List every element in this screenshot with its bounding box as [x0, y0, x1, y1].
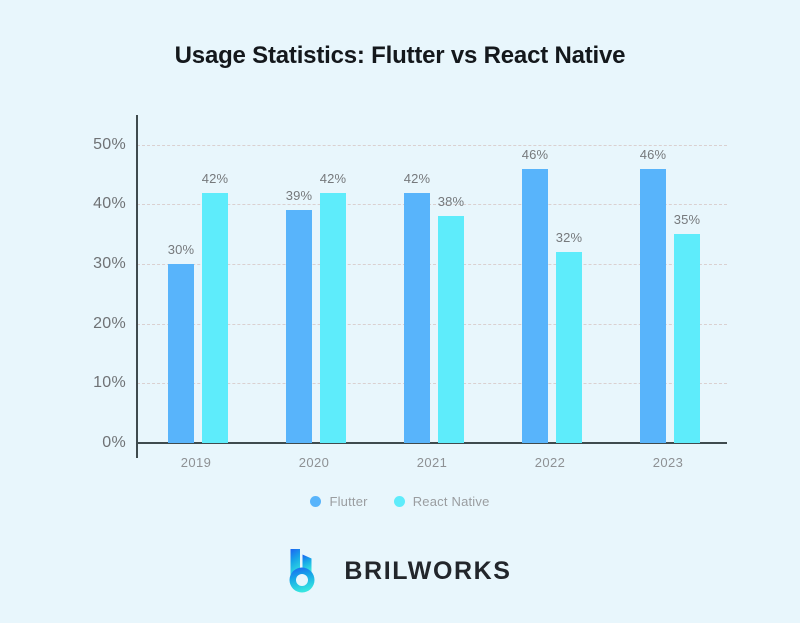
x-axis-tick-label: 2019 — [180, 455, 212, 470]
legend-item[interactable]: Flutter — [310, 494, 368, 509]
bar-value-label: 42% — [403, 170, 431, 186]
x-axis-line — [137, 442, 727, 444]
legend-label: Flutter — [329, 494, 368, 509]
brilworks-logo-icon — [288, 548, 332, 594]
bar-value-label: 42% — [201, 170, 229, 186]
y-axis-tick-labels: 0% 10% 20% 30% 40% 50% — [60, 115, 126, 451]
legend-item[interactable]: React Native — [393, 494, 490, 509]
legend-color-swatch-icon — [393, 496, 405, 507]
brand-name: BRILWORKS — [344, 556, 512, 585]
y-axis-tick-label: 30% — [93, 255, 126, 273]
legend-color-swatch-icon — [310, 496, 322, 507]
bar[interactable] — [168, 264, 194, 443]
bar-value-label: 38% — [437, 194, 465, 210]
bar-value-label: 35% — [673, 212, 701, 228]
gridline — [137, 383, 727, 385]
y-axis-tick-label: 10% — [93, 374, 126, 392]
bar[interactable] — [320, 192, 346, 443]
bar[interactable] — [404, 192, 430, 443]
bar[interactable] — [202, 192, 228, 443]
x-axis-tick-labels: 2019 2020 2021 2022 2023 — [137, 455, 727, 475]
legend-label: React Native — [412, 494, 490, 509]
bar-group: 46% 32% — [522, 115, 582, 443]
x-axis-tick-label: 2023 — [652, 455, 684, 470]
bar[interactable] — [522, 168, 548, 443]
bar-value-label: 42% — [319, 170, 347, 186]
brand-footer: BRILWORKS — [0, 548, 800, 594]
bar-group: 46% 35% — [640, 115, 700, 443]
x-axis-tick-label: 2020 — [298, 455, 330, 470]
bar-group: 30% 42% — [168, 115, 228, 443]
page-title: Usage Statistics: Flutter vs React Nativ… — [174, 42, 626, 69]
y-axis-tick-label: 20% — [93, 314, 126, 332]
bar-value-label: 32% — [555, 230, 583, 246]
gridline — [137, 204, 727, 206]
gridline — [137, 144, 727, 146]
bar-value-label: 30% — [167, 242, 195, 258]
x-axis-tick-label: 2021 — [416, 455, 448, 470]
bar-group: 39% 42% — [286, 115, 346, 443]
gridline — [137, 264, 727, 266]
bar[interactable] — [640, 168, 666, 443]
bar[interactable] — [286, 210, 312, 443]
y-axis-tick-label: 0% — [102, 434, 126, 451]
bar-group: 42% 38% — [404, 115, 464, 443]
gridline — [137, 323, 727, 325]
y-axis-tick-label: 40% — [93, 195, 126, 213]
bar-value-label: 46% — [639, 146, 667, 162]
bar[interactable] — [438, 216, 464, 443]
bar[interactable] — [674, 234, 700, 443]
y-axis-line — [136, 115, 138, 458]
bar-groups: 30% 42% 39% 42% 42% 38% 46% 32% 46% 35% — [137, 115, 727, 443]
bar-value-label: 39% — [285, 188, 313, 204]
chart-legend: Flutter React Native — [0, 494, 800, 509]
x-axis-tick-label: 2022 — [534, 455, 566, 470]
bar[interactable] — [556, 252, 582, 443]
y-axis-tick-label: 50% — [93, 135, 126, 153]
bar-value-label: 46% — [521, 146, 549, 162]
